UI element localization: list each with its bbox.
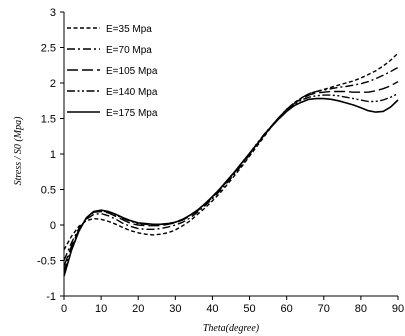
- y-tick-label: 0: [50, 220, 56, 232]
- ticks: 0 10 20 30 40 50 60 70 80 90 -1 -0.5 0 0.5 1 1.5 2 2.5 3: [37, 7, 404, 315]
- y-tick-label: 3: [50, 7, 56, 19]
- y-tick-label: 1: [50, 149, 56, 161]
- y-tick-label: 2: [50, 78, 56, 90]
- series-lines: [63, 52, 399, 277]
- x-tick-label: 30: [169, 303, 181, 315]
- legend-label-3: E=105 Mpa: [106, 66, 158, 77]
- y-tick-label: -0.5: [37, 256, 56, 268]
- x-tick-label: 50: [243, 303, 255, 315]
- y-tick-label: 2.5: [41, 43, 56, 55]
- series-line-4: [63, 93, 399, 272]
- x-tick-label: 20: [132, 303, 144, 315]
- series-line-5: [63, 97, 399, 277]
- series-line-2: [63, 66, 399, 261]
- x-tick-label: 80: [355, 303, 367, 315]
- x-tick-label: 90: [392, 303, 404, 315]
- x-tick-label: 0: [61, 303, 67, 315]
- x-tick-label: 10: [95, 303, 107, 315]
- x-tick-label: 60: [281, 303, 293, 315]
- y-axis-title: Stress / S0 (Mpa): [13, 116, 24, 185]
- legend-label-4: E=140 Mpa: [106, 87, 158, 98]
- y-tick-label: 0.5: [41, 185, 56, 197]
- y-tick-label: 1.5: [41, 114, 56, 126]
- legend-label-1: E=35 Mpa: [106, 24, 152, 35]
- y-tick-label: -1: [46, 291, 56, 303]
- legend-label-5: E=175 Mpa: [106, 108, 158, 119]
- x-tick-label: 70: [318, 303, 330, 315]
- legend-label-2: E=70 Mpa: [106, 45, 152, 56]
- series-line-1: [63, 52, 399, 251]
- legend: E=35 Mpa E=70 Mpa E=105 Mpa E=140 Mpa E=175 …: [67, 24, 158, 119]
- x-axis-title: Theta(degree): [203, 323, 260, 334]
- x-tick-label: 40: [206, 303, 218, 315]
